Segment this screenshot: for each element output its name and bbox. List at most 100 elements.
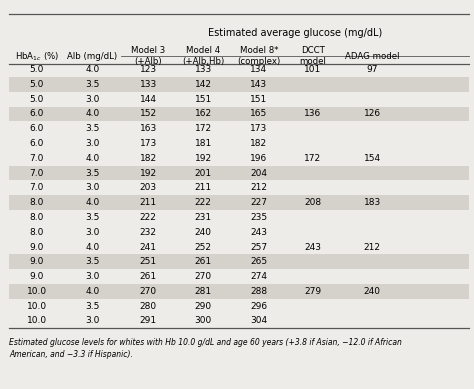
- Text: 252: 252: [195, 242, 211, 252]
- Text: 3.0: 3.0: [85, 183, 100, 193]
- Text: 134: 134: [250, 65, 267, 74]
- Text: 173: 173: [250, 124, 267, 133]
- Text: 296: 296: [250, 301, 267, 311]
- Text: 261: 261: [139, 272, 157, 281]
- Text: 243: 243: [304, 242, 321, 252]
- Text: 6.0: 6.0: [29, 139, 44, 148]
- Text: 280: 280: [139, 301, 157, 311]
- Text: 3.0: 3.0: [85, 139, 100, 148]
- FancyBboxPatch shape: [9, 180, 469, 195]
- FancyBboxPatch shape: [9, 210, 469, 225]
- Text: 151: 151: [250, 95, 267, 104]
- FancyBboxPatch shape: [9, 151, 469, 166]
- Text: 142: 142: [195, 80, 211, 89]
- FancyBboxPatch shape: [9, 136, 469, 151]
- Text: Model 4
(+Alb,Hb): Model 4 (+Alb,Hb): [182, 46, 224, 67]
- Text: 7.0: 7.0: [29, 168, 44, 178]
- Text: 151: 151: [194, 95, 212, 104]
- Text: Estimated glucose levels for whites with Hb 10.0 g/dL and age 60 years (+3.8 if : Estimated glucose levels for whites with…: [9, 338, 402, 359]
- Text: 4.0: 4.0: [85, 109, 100, 119]
- Text: 270: 270: [194, 272, 212, 281]
- Text: 4.0: 4.0: [85, 65, 100, 74]
- Text: 3.0: 3.0: [85, 228, 100, 237]
- Text: 288: 288: [250, 287, 267, 296]
- Text: 251: 251: [139, 257, 157, 266]
- Text: 3.5: 3.5: [85, 168, 100, 178]
- Text: 240: 240: [364, 287, 381, 296]
- Text: 3.5: 3.5: [85, 80, 100, 89]
- Text: 232: 232: [140, 228, 156, 237]
- Text: 136: 136: [304, 109, 321, 119]
- Text: 152: 152: [139, 109, 157, 119]
- Text: 211: 211: [194, 183, 212, 193]
- Text: 192: 192: [194, 154, 212, 163]
- FancyBboxPatch shape: [9, 254, 469, 269]
- Text: 10.0: 10.0: [27, 287, 47, 296]
- Text: 204: 204: [250, 168, 267, 178]
- Text: 183: 183: [364, 198, 381, 207]
- Text: 261: 261: [194, 257, 212, 266]
- Text: 300: 300: [194, 316, 212, 326]
- Text: 203: 203: [139, 183, 157, 193]
- Text: 163: 163: [139, 124, 157, 133]
- Text: 240: 240: [195, 228, 211, 237]
- Text: Estimated average glucose (mg/dL): Estimated average glucose (mg/dL): [208, 28, 382, 38]
- Text: 265: 265: [250, 257, 267, 266]
- Text: 192: 192: [139, 168, 157, 178]
- Text: 3.5: 3.5: [85, 257, 100, 266]
- Text: 8.0: 8.0: [29, 228, 44, 237]
- Text: 222: 222: [195, 198, 211, 207]
- FancyBboxPatch shape: [9, 121, 469, 136]
- FancyBboxPatch shape: [9, 240, 469, 254]
- FancyBboxPatch shape: [9, 166, 469, 180]
- Text: 10.0: 10.0: [27, 301, 47, 311]
- FancyBboxPatch shape: [9, 77, 469, 92]
- Text: 101: 101: [304, 65, 321, 74]
- Text: 165: 165: [250, 109, 267, 119]
- FancyBboxPatch shape: [9, 314, 469, 328]
- Text: 208: 208: [304, 198, 321, 207]
- FancyBboxPatch shape: [9, 299, 469, 314]
- Text: 279: 279: [304, 287, 321, 296]
- Text: 133: 133: [139, 80, 157, 89]
- Text: 291: 291: [139, 316, 157, 326]
- Text: 143: 143: [250, 80, 267, 89]
- Text: 5.0: 5.0: [29, 95, 44, 104]
- Text: 3.0: 3.0: [85, 316, 100, 326]
- FancyBboxPatch shape: [9, 225, 469, 240]
- Text: HbA$_{1c}$ (%): HbA$_{1c}$ (%): [15, 50, 59, 63]
- Text: 6.0: 6.0: [29, 109, 44, 119]
- FancyBboxPatch shape: [9, 107, 469, 121]
- Text: 304: 304: [250, 316, 267, 326]
- Text: 3.5: 3.5: [85, 213, 100, 222]
- Text: DCCT
model: DCCT model: [300, 46, 326, 67]
- Text: 126: 126: [364, 109, 381, 119]
- Text: 154: 154: [364, 154, 381, 163]
- Text: Model 3
(+Alb): Model 3 (+Alb): [131, 46, 165, 67]
- FancyBboxPatch shape: [9, 62, 469, 77]
- Text: 257: 257: [250, 242, 267, 252]
- Text: 211: 211: [139, 198, 157, 207]
- Text: 7.0: 7.0: [29, 183, 44, 193]
- Text: 235: 235: [250, 213, 267, 222]
- Text: 222: 222: [140, 213, 156, 222]
- Text: 133: 133: [194, 65, 212, 74]
- Text: 290: 290: [194, 301, 212, 311]
- Text: 3.5: 3.5: [85, 124, 100, 133]
- Text: 212: 212: [250, 183, 267, 193]
- Text: 4.0: 4.0: [85, 242, 100, 252]
- Text: 123: 123: [139, 65, 157, 74]
- Text: 9.0: 9.0: [29, 242, 44, 252]
- Text: 144: 144: [140, 95, 156, 104]
- Text: 172: 172: [304, 154, 321, 163]
- Text: 162: 162: [194, 109, 212, 119]
- Text: 8.0: 8.0: [29, 198, 44, 207]
- Text: 281: 281: [194, 287, 212, 296]
- Text: 6.0: 6.0: [29, 124, 44, 133]
- Text: 8.0: 8.0: [29, 213, 44, 222]
- Text: 231: 231: [194, 213, 212, 222]
- Text: ADAG model: ADAG model: [345, 52, 399, 61]
- Text: 4.0: 4.0: [85, 287, 100, 296]
- Text: 227: 227: [250, 198, 267, 207]
- Text: 243: 243: [250, 228, 267, 237]
